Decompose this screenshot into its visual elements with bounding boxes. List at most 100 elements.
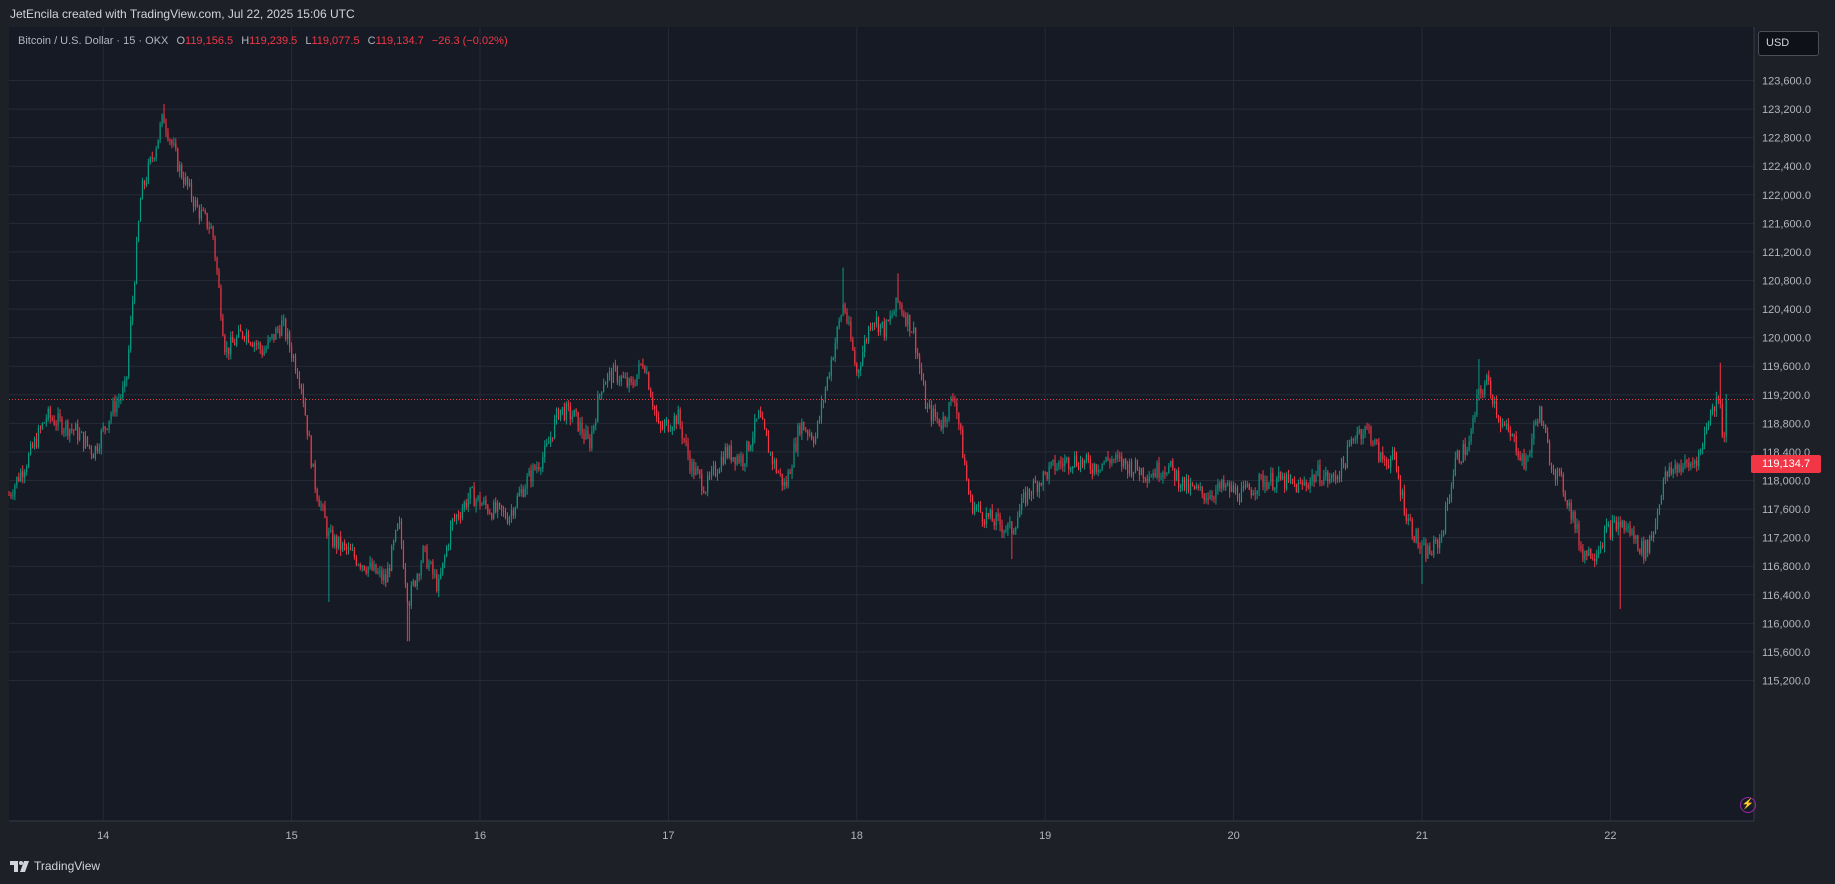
- candle-body: [289, 332, 291, 348]
- candle-body: [120, 397, 122, 400]
- candle-body: [51, 418, 53, 420]
- candle-body: [467, 498, 469, 508]
- candle-body: [793, 443, 795, 468]
- candle-body: [82, 431, 85, 449]
- candle-body: [964, 458, 966, 465]
- candle-body: [1629, 525, 1631, 536]
- candle-body: [877, 317, 879, 333]
- candle-body: [389, 568, 391, 571]
- candle-body: [67, 421, 69, 437]
- candle-body: [781, 473, 783, 486]
- candle-body: [663, 422, 666, 429]
- candle-body: [349, 547, 352, 551]
- candle-body: [489, 512, 491, 514]
- candle-body: [296, 371, 299, 378]
- candle-body: [1649, 536, 1651, 553]
- candle-body: [891, 315, 893, 317]
- candle-body: [1091, 469, 1093, 474]
- currency-button[interactable]: USD: [1758, 31, 1819, 56]
- candle-body: [475, 499, 477, 507]
- candle-body: [1694, 460, 1696, 464]
- candle-body: [881, 321, 883, 324]
- candle-body: [555, 408, 558, 419]
- candle-body: [75, 424, 77, 431]
- candle-body: [1013, 530, 1015, 534]
- candle-body: [960, 424, 962, 430]
- candle-body: [1688, 462, 1690, 468]
- candle-body: [618, 381, 620, 383]
- candle-body: [1474, 414, 1476, 419]
- candle-body: [414, 580, 416, 587]
- candle-body: [907, 314, 909, 326]
- candle-body: [887, 320, 889, 322]
- candle-body: [1543, 424, 1545, 426]
- candle-body: [942, 416, 944, 430]
- candle-body: [852, 339, 854, 351]
- candle-body: [1423, 543, 1425, 545]
- candle-body: [1024, 492, 1027, 504]
- candle-body: [542, 457, 544, 469]
- chart-plot-area[interactable]: [9, 27, 1754, 821]
- candle-body: [610, 370, 613, 383]
- candle-body: [1297, 482, 1299, 493]
- candle-body: [530, 470, 532, 482]
- candle-body: [1592, 558, 1594, 560]
- candle-body: [867, 326, 870, 341]
- candle-body: [1225, 484, 1227, 488]
- candle-body: [214, 236, 216, 258]
- candle-body: [1026, 488, 1029, 504]
- candle-body: [465, 502, 467, 508]
- candle-body: [110, 413, 112, 421]
- candle-body: [218, 271, 220, 288]
- candle-body: [369, 562, 371, 567]
- candle-body: [889, 315, 891, 322]
- candle-body: [116, 402, 118, 413]
- candle-body: [1523, 454, 1525, 469]
- x-tick-label: 19: [1039, 830, 1051, 842]
- tradingview-logo[interactable]: TradingView: [10, 859, 100, 873]
- candle-body: [1615, 520, 1617, 530]
- candle-body: [1221, 480, 1223, 489]
- candle-body: [1050, 462, 1052, 466]
- candle-body: [814, 436, 817, 444]
- candle-body: [84, 436, 87, 449]
- candle-body: [1284, 475, 1286, 489]
- candle-body: [226, 347, 228, 353]
- candle-body: [559, 409, 562, 420]
- candle-body: [1448, 499, 1451, 503]
- candle-body: [946, 419, 948, 423]
- candle-body: [510, 510, 512, 517]
- candle-body: [514, 507, 516, 516]
- candle-body: [365, 570, 367, 574]
- candle-body: [190, 182, 193, 199]
- candle-body: [1154, 472, 1156, 478]
- candle-body: [962, 429, 964, 459]
- candle-body: [1046, 472, 1048, 480]
- candle-body: [1074, 455, 1076, 467]
- candle-body: [897, 297, 899, 302]
- candle-body: [114, 400, 116, 413]
- candle-body: [703, 490, 705, 493]
- candle-body: [1415, 529, 1417, 543]
- candle-body: [879, 323, 881, 333]
- candle-body: [1117, 454, 1119, 457]
- candle-body: [644, 367, 646, 373]
- candle-body: [1317, 464, 1319, 475]
- candle-body: [448, 545, 450, 547]
- candle-body: [575, 409, 577, 412]
- candle-body: [1335, 476, 1337, 480]
- candle-body: [1554, 470, 1557, 480]
- y-tick-label: 116,000.0: [1762, 618, 1810, 630]
- candle-body: [771, 452, 774, 465]
- candle-body: [1464, 443, 1466, 455]
- lightning-bolt-icon[interactable]: ⚡: [1740, 797, 1756, 813]
- candle-body: [832, 357, 834, 360]
- candle-body: [1036, 482, 1038, 493]
- candle-body: [1586, 550, 1588, 556]
- candle-body: [1187, 478, 1190, 492]
- candle-body: [481, 503, 483, 506]
- candle-body: [1303, 482, 1305, 485]
- candle-body: [591, 431, 593, 449]
- candle-body: [1354, 439, 1356, 441]
